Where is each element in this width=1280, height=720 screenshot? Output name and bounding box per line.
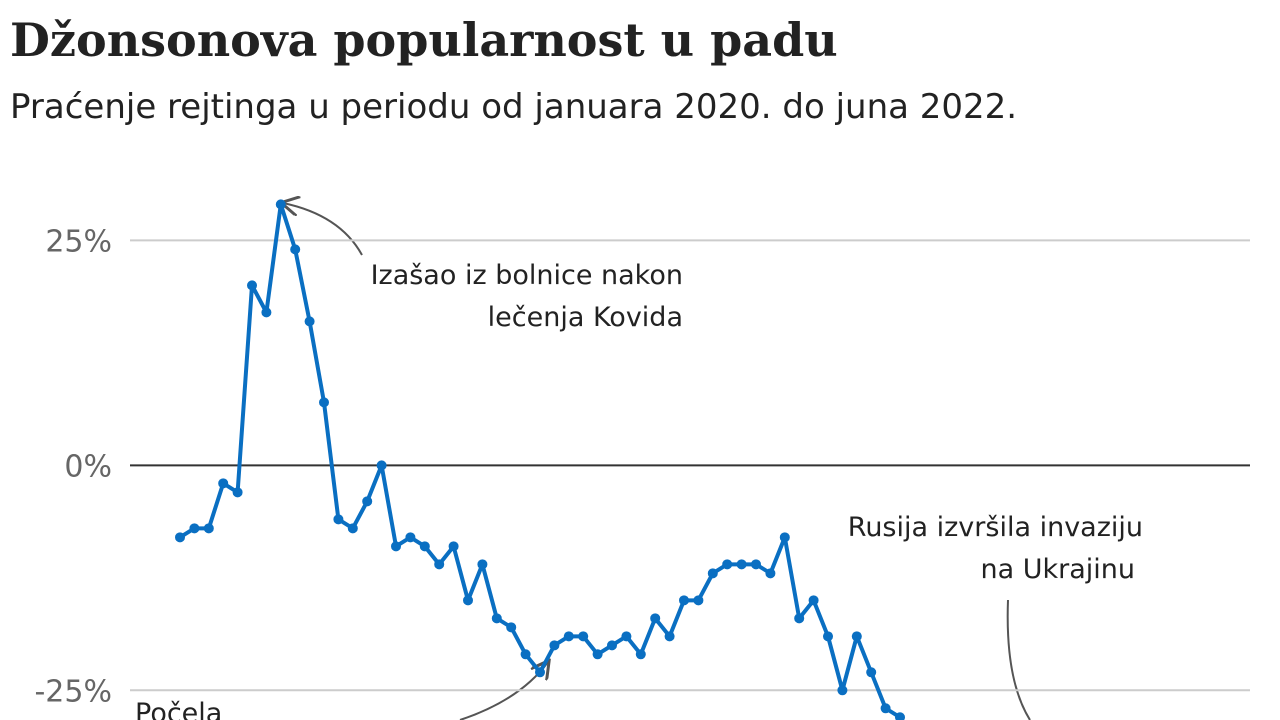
point [218,478,229,489]
point [333,514,344,525]
point [823,631,833,642]
point [434,559,445,570]
point [679,595,689,606]
point [592,649,603,660]
point [304,316,315,327]
point [866,667,877,678]
y-tick-label: 25% [45,224,112,259]
point [261,307,272,318]
annotation-arrow [1006,599,1031,720]
point [779,532,790,543]
point [664,631,675,642]
annotation: na Ukrajinu [980,554,1135,585]
point [290,244,301,255]
point [275,199,286,210]
point [722,559,733,570]
point [765,568,776,579]
annotation: Rusija izvršila invaziju [848,512,1143,543]
point [391,541,401,552]
annotation: Počela [135,698,222,720]
point [362,496,373,507]
point [175,532,185,543]
point [895,712,905,720]
chart-subtitle: Praćenje rejtinga u periodu od januara 2… [10,87,1017,127]
point [837,685,848,696]
point [693,595,704,606]
point [650,613,661,624]
point [319,397,329,408]
point [535,667,545,678]
point [607,640,617,651]
point [506,622,517,633]
point [189,523,200,534]
point [405,532,416,543]
point [448,541,459,552]
chart-title: Džonsonova popularnost u padu [10,13,838,67]
point [419,541,430,552]
point [376,460,387,471]
point [463,595,473,606]
point [563,631,574,642]
point [477,559,488,570]
point [635,649,646,660]
point [491,613,502,624]
annotation: lečenja Kovida [488,302,683,333]
y-tick-label: 0% [64,449,112,484]
annotation-arrow [283,203,363,256]
point [751,559,761,570]
point [736,559,747,570]
point [794,613,805,624]
point [707,568,718,579]
point [578,631,589,642]
point [347,523,358,534]
point [247,280,257,291]
point [621,631,632,642]
point [880,703,891,714]
y-tick-label: -25% [34,674,112,709]
point [520,649,531,660]
point [808,595,819,606]
point [203,523,214,534]
point [549,640,560,651]
annotation: Izašao iz bolnice nakon [371,260,683,291]
point [851,631,862,642]
point [232,487,243,498]
